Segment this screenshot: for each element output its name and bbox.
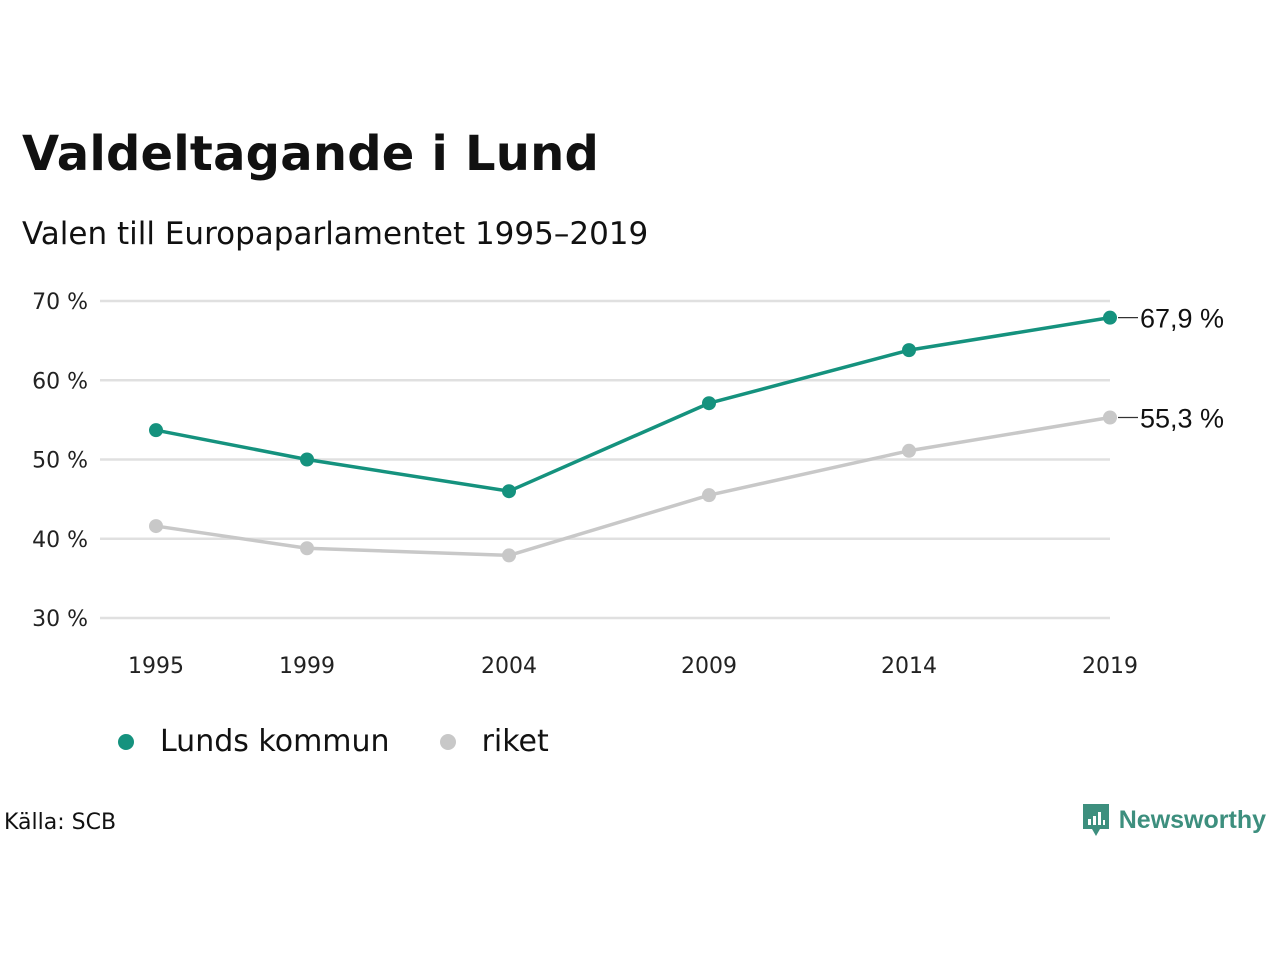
point-riket-2019 — [1103, 410, 1117, 425]
brand-name: Newsworthy — [1118, 805, 1266, 834]
y-tick-label-40: 40 % — [32, 528, 88, 553]
y-axis-ticks: 30 % 40 % 50 % 60 % 70 % — [32, 290, 88, 632]
y-tick-label-50: 50 % — [32, 449, 88, 474]
x-tick-label-1995: 1995 — [128, 654, 184, 679]
end-label-lunds-kommun: 67,9 % — [1140, 304, 1224, 334]
x-tick-label-2019: 2019 — [1082, 654, 1138, 679]
legend-item-riket: riket — [434, 724, 549, 759]
grid-lines — [100, 299, 1110, 620]
series-line-riket — [155, 415, 1111, 558]
x-axis-ticks: 1995 1999 2004 2009 2014 2019 — [128, 654, 1138, 679]
end-label-riket: 55,3 % — [1140, 403, 1224, 433]
point-lunds-kommun-2014 — [902, 343, 916, 358]
end-labels: 55,3 % 67,9 % — [1118, 304, 1224, 433]
point-lunds-kommun-2004 — [502, 484, 516, 499]
point-riket-2014 — [902, 443, 916, 458]
chart-subtitle: Valen till Europaparlamentet 1995–2019 — [22, 216, 649, 252]
x-tick-label-2009: 2009 — [681, 654, 737, 679]
point-lunds-kommun-1995 — [149, 423, 163, 438]
chart-bubble-icon — [1082, 804, 1109, 836]
series-lines — [149, 310, 1117, 563]
point-riket-1995 — [149, 519, 163, 534]
chart-title: Valdeltagande i Lund — [22, 126, 600, 182]
point-lunds-kommun-1999 — [300, 452, 314, 467]
y-tick-label-30: 30 % — [32, 607, 88, 632]
legend-item-lund: Lunds kommun — [112, 724, 390, 759]
newsworthy-logo: Newsworthy — [1081, 802, 1266, 838]
y-tick-label-70: 70 % — [32, 290, 88, 315]
point-lunds-kommun-2009 — [702, 396, 716, 411]
legend-marker-riket — [439, 733, 456, 750]
x-tick-label-1999: 1999 — [279, 654, 335, 679]
legend-marker-lund — [118, 733, 134, 750]
legend: Lunds kommun riket — [112, 724, 593, 759]
legend-label-lund: Lunds kommun — [160, 724, 390, 759]
x-tick-label-2004: 2004 — [481, 654, 537, 679]
point-lunds-kommun-2019 — [1103, 310, 1117, 325]
point-riket-2009 — [702, 488, 716, 503]
point-riket-1999 — [300, 541, 314, 556]
point-riket-2004 — [502, 548, 516, 563]
source-note: Källa: SCB — [4, 810, 117, 835]
series-line-lunds-kommun — [155, 315, 1111, 493]
legend-label-riket: riket — [481, 724, 549, 759]
y-tick-label-60: 60 % — [32, 369, 88, 394]
x-tick-label-2014: 2014 — [881, 654, 937, 679]
